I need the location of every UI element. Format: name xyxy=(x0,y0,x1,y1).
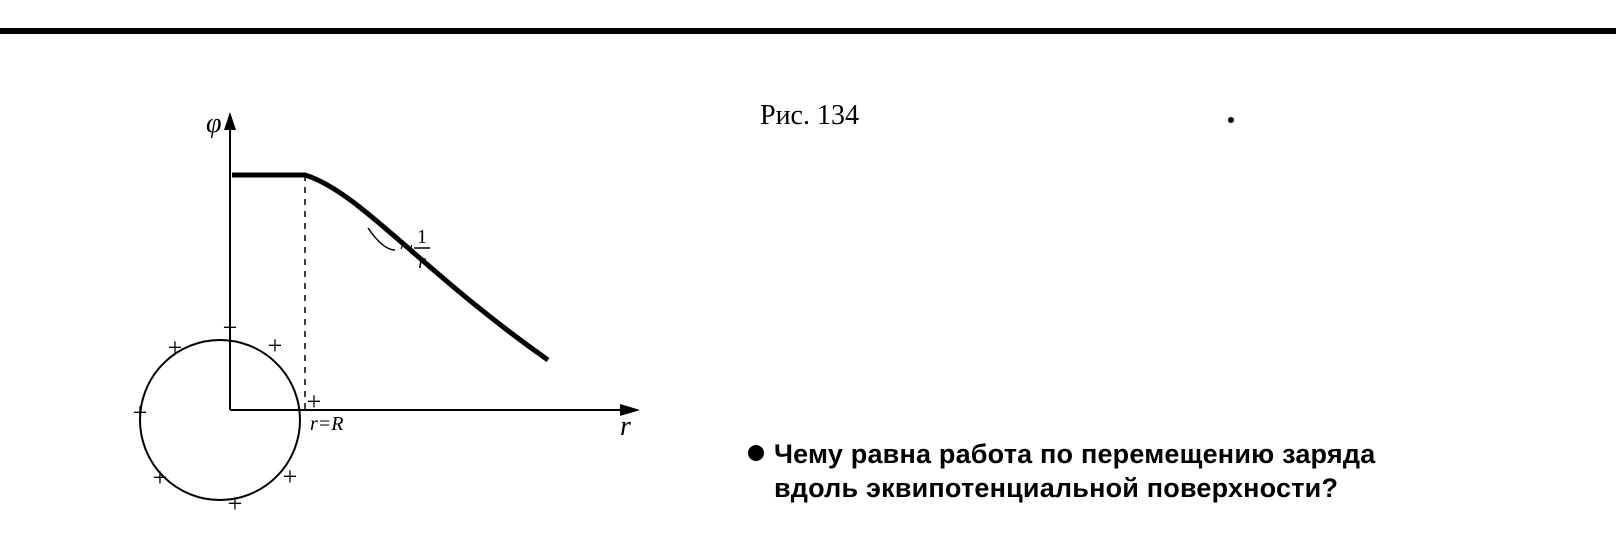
bullet-icon xyxy=(748,445,764,461)
plus-icon: + xyxy=(268,331,283,360)
plus-icon: + xyxy=(223,313,238,342)
question-line-2: вдоль эквипотенциальной поверхности? xyxy=(774,473,1338,503)
plus-icon: + xyxy=(153,463,168,492)
surface-charges: + + + + + + + + xyxy=(133,313,322,518)
diagram-svg: φ r ~ 1 r r=R + + + + + + + + xyxy=(100,100,720,520)
divider-rule xyxy=(0,28,1616,34)
plus-icon: + xyxy=(228,489,243,518)
decay-label: ~ 1 r xyxy=(400,226,430,273)
stray-dot xyxy=(1228,117,1234,123)
R-tick-label: r=R xyxy=(310,413,344,435)
decay-tilde: ~ xyxy=(400,235,413,261)
decay-frac-num: 1 xyxy=(417,226,427,248)
y-axis-arrow xyxy=(224,112,236,130)
plus-icon: + xyxy=(133,398,148,427)
question-text: Чему равна работа по перемещению заряда … xyxy=(774,438,1375,506)
figure-caption: Рис. 134 xyxy=(760,100,859,132)
potential-diagram: φ r ~ 1 r r=R + + + + + + + + xyxy=(100,100,720,520)
y-axis-label: φ xyxy=(206,108,222,139)
plus-icon: + xyxy=(283,462,298,491)
x-axis-label: r xyxy=(620,411,631,442)
decay-frac-den: r xyxy=(418,251,426,273)
plus-icon: + xyxy=(168,333,183,362)
question-line-1: Чему равна работа по перемещению заряда xyxy=(774,439,1375,469)
question-block: Чему равна работа по перемещению заряда … xyxy=(748,438,1375,506)
caption-text: Рис. 134 xyxy=(760,100,859,131)
plus-icon: + xyxy=(307,387,322,416)
